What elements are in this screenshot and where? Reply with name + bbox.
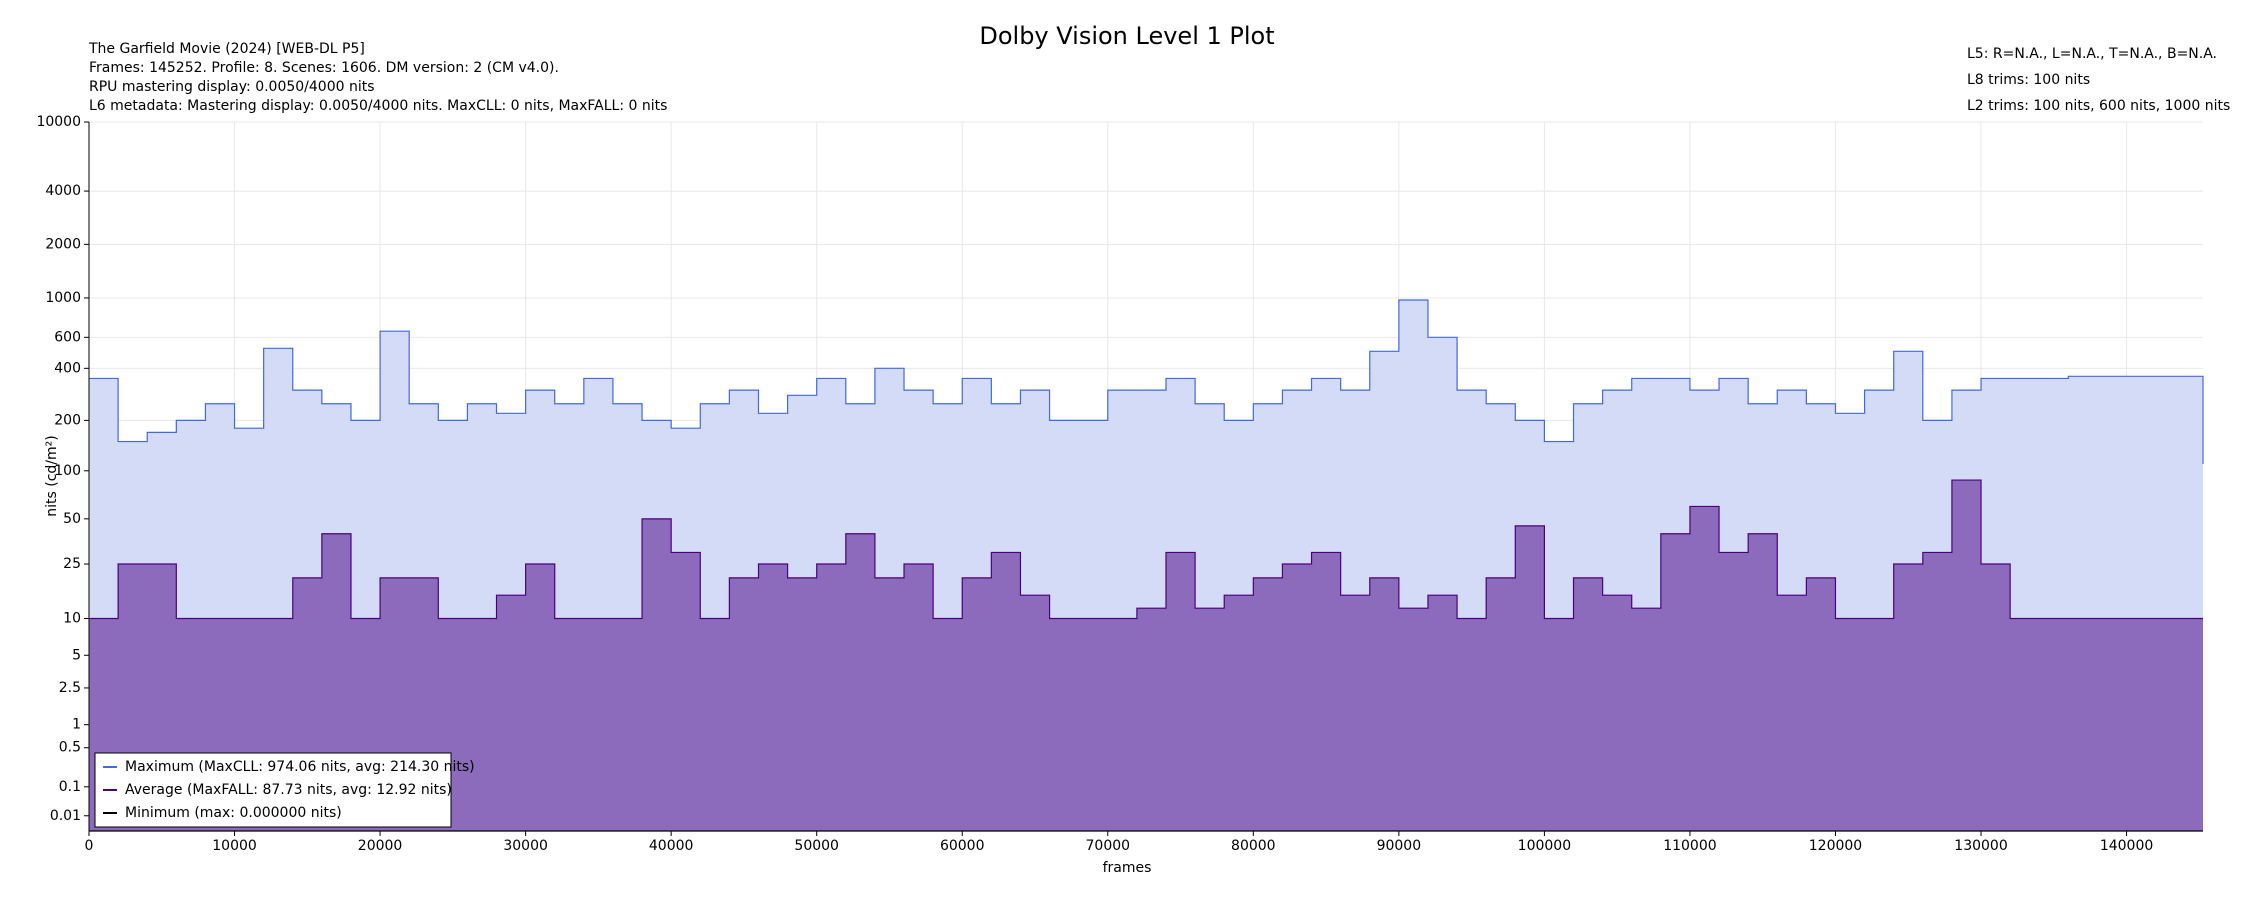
- x-tick-label: 30000: [503, 838, 548, 854]
- legend-label: Minimum (max: 0.000000 nits): [125, 805, 342, 821]
- y-tick-label: 10000: [36, 114, 81, 130]
- y-tick-label: 1000: [45, 290, 81, 306]
- info-text: L2 trims: 100 nits, 600 nits, 1000 nits: [1967, 98, 2230, 114]
- y-tick-label: 2.5: [59, 680, 81, 696]
- legend-label: Average (MaxFALL: 87.73 nits, avg: 12.92…: [125, 782, 452, 798]
- y-tick-label: 600: [54, 329, 81, 345]
- info-text: L6 metadata: Mastering display: 0.0050/4…: [89, 98, 667, 114]
- y-tick-label: 100: [54, 463, 81, 479]
- y-axis-label: nits (cd/m²): [44, 435, 60, 516]
- x-tick-label: 100000: [1518, 838, 1571, 854]
- y-tick-label: 400: [54, 360, 81, 376]
- y-tick-label: 0.01: [50, 808, 81, 824]
- x-axis-label: frames: [1103, 860, 1152, 876]
- info-text: The Garfield Movie (2024) [WEB-DL P5]: [88, 41, 365, 57]
- x-tick-label: 60000: [940, 838, 985, 854]
- y-tick-label: 0.1: [59, 779, 81, 795]
- x-tick-label: 120000: [1809, 838, 1862, 854]
- x-tick-label: 0: [85, 838, 94, 854]
- x-tick-label: 90000: [1377, 838, 1422, 854]
- info-text: L5: R=N.A., L=N.A., T=N.A., B=N.A.: [1967, 46, 2217, 62]
- y-tick-label: 50: [63, 511, 81, 527]
- legend-label: Maximum (MaxCLL: 974.06 nits, avg: 214.3…: [125, 759, 475, 775]
- info-text: RPU mastering display: 0.0050/4000 nits: [89, 79, 375, 95]
- x-tick-label: 20000: [358, 838, 403, 854]
- x-tick-label: 50000: [794, 838, 839, 854]
- x-tick-label: 110000: [1663, 838, 1716, 854]
- series-line: [89, 299, 2204, 464]
- y-tick-label: 25: [63, 556, 81, 572]
- x-tick-label: 10000: [212, 838, 257, 854]
- x-tick-label: 80000: [1231, 838, 1276, 854]
- x-tick-label: 130000: [1954, 838, 2007, 854]
- series-line: [89, 479, 2203, 620]
- chart-title: Dolby Vision Level 1 Plot: [979, 22, 1274, 50]
- y-tick-label: 2000: [45, 236, 81, 252]
- info-text: Frames: 145252. Profile: 8. Scenes: 1606…: [89, 60, 559, 76]
- x-tick-label: 140000: [2100, 838, 2153, 854]
- y-tick-label: 1: [72, 717, 81, 733]
- y-tick-label: 0.5: [59, 740, 81, 756]
- legend-box: [94, 752, 452, 828]
- series-area: [89, 480, 2203, 831]
- y-tick-label: 10: [63, 611, 81, 627]
- info-text: L8 trims: 100 nits: [1967, 72, 2090, 88]
- y-tick-label: 4000: [45, 183, 81, 199]
- y-tick-label: 200: [54, 412, 81, 428]
- y-tick-label: 5: [72, 647, 81, 663]
- x-tick-label: 40000: [649, 838, 694, 854]
- x-tick-label: 70000: [1086, 838, 1131, 854]
